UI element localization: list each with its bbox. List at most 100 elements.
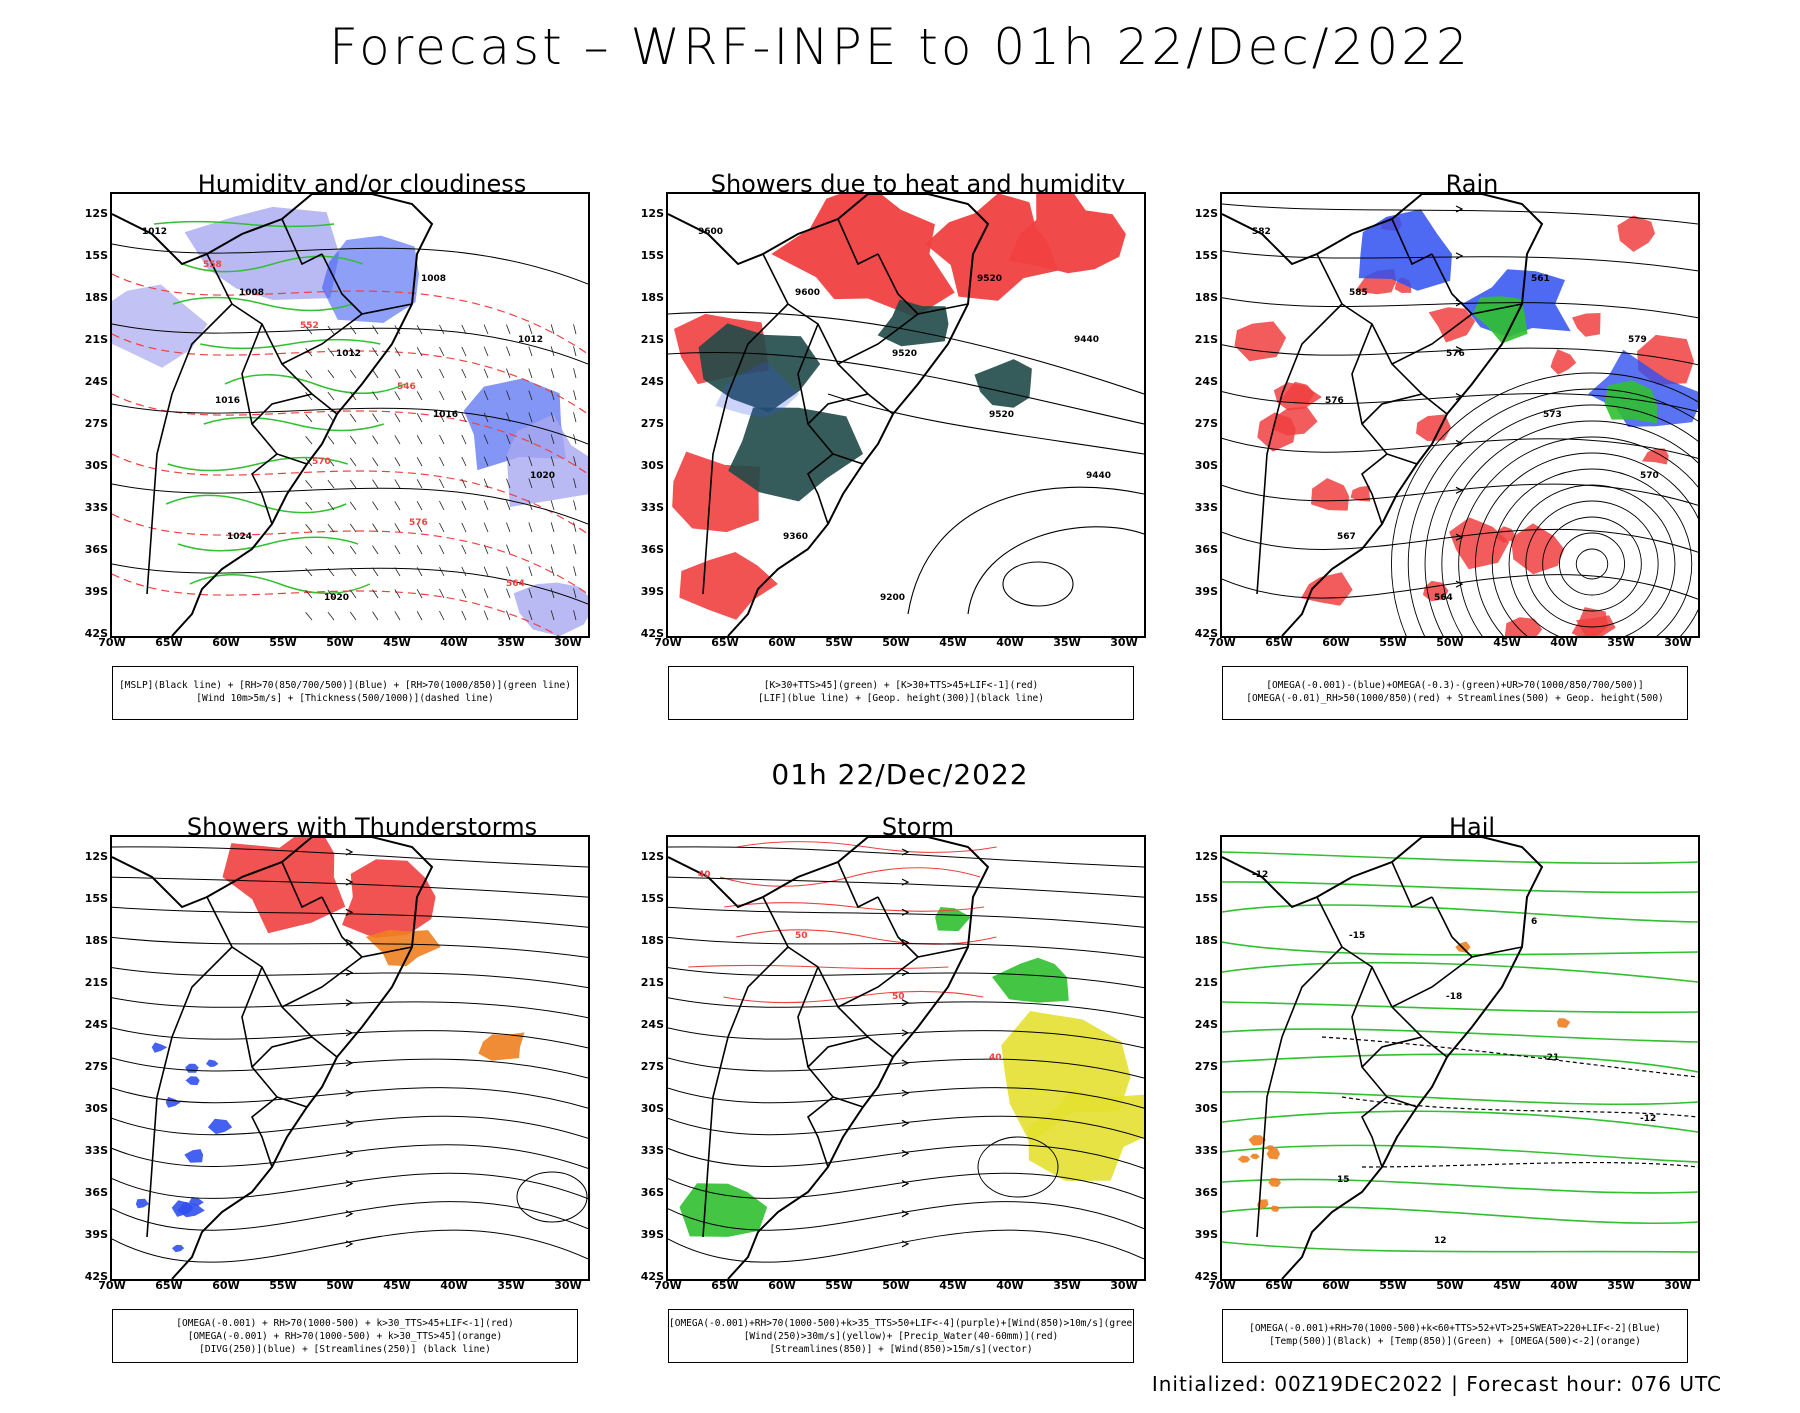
- weather-map: 1012 1008 1012 1016 1020 1024 1020 1008 1012 1016…: [110, 192, 590, 638]
- latitude-label: 24S: [84, 375, 108, 388]
- wind-vector: [372, 369, 379, 379]
- country-border: [1256, 946, 1343, 1238]
- streamline-arrow: [901, 999, 910, 1007]
- latitude-label: 36S: [1194, 543, 1218, 556]
- longitude-label: 70W: [1208, 1279, 1236, 1292]
- country-border: [1391, 303, 1523, 365]
- streamline-arrow: [345, 999, 354, 1007]
- streamline-arrow: [345, 1089, 354, 1097]
- contour-label: 576: [409, 518, 428, 528]
- streamline-arrow: [1455, 486, 1464, 494]
- wind-vector: [528, 588, 533, 599]
- country-border: [877, 253, 919, 315]
- wind-vector: [349, 611, 357, 621]
- rh-blue-area: [321, 235, 419, 323]
- wind-vector: [439, 478, 445, 489]
- streamline: [668, 846, 1144, 868]
- longitude-label: 55W: [269, 1279, 297, 1292]
- latitude-label: 36S: [84, 543, 108, 556]
- streamline-circle: [1475, 452, 1698, 636]
- contour-label: -15: [1349, 931, 1365, 941]
- temp850-green-contour: [1222, 1110, 1698, 1133]
- streamline: [112, 997, 588, 1019]
- panel-legend: [K>30+TTS>45](green) + [K>30+TTS>45+LIF<…: [668, 666, 1134, 720]
- latitude-label: 33S: [1194, 501, 1218, 514]
- weather-map: 40 50 50 40: [666, 835, 1146, 1281]
- geopotential-contour: [907, 486, 1144, 615]
- temp500-contour: [1321, 1036, 1698, 1078]
- wind-vector: [550, 544, 555, 555]
- contour-label: 1020: [324, 593, 349, 603]
- wind-vector: [439, 412, 445, 423]
- weather-map: [110, 835, 590, 1281]
- wind-vector: [349, 523, 357, 533]
- wind-vector: [483, 478, 489, 489]
- contour-label: 12: [1434, 1236, 1447, 1246]
- streamline-circle: [1407, 388, 1698, 636]
- contour-label: 50: [795, 931, 808, 941]
- latitude-label: 12S: [84, 207, 108, 220]
- wind-vector: [550, 522, 555, 533]
- wind-vector: [550, 324, 555, 335]
- longitude-label: 55W: [825, 1279, 853, 1292]
- streamline: [112, 1057, 588, 1079]
- wind-vector: [506, 588, 511, 599]
- streamline: [668, 1201, 1144, 1231]
- jet-yellow-area: [1028, 1088, 1144, 1181]
- instability-red-area: [925, 194, 1058, 301]
- longitude-label: 60W: [1322, 636, 1350, 649]
- latitude-label: 42S: [84, 627, 108, 640]
- temp850-green-contour: [1222, 904, 1698, 923]
- coastline: [112, 194, 434, 636]
- wind-vector: [372, 457, 379, 467]
- wind-vector: [372, 567, 379, 577]
- country-border: [241, 323, 308, 465]
- longitude-label: 70W: [654, 636, 682, 649]
- wind-vector: [506, 368, 511, 379]
- streamline-arrow: [901, 1089, 910, 1097]
- contour-label: 582: [1252, 227, 1271, 237]
- latitude-label: 15S: [640, 249, 664, 262]
- wind-vector: [483, 346, 489, 357]
- country-border: [877, 896, 919, 958]
- wind-vector: [461, 544, 467, 555]
- streamline: [668, 1087, 1144, 1109]
- latitude-label: 36S: [640, 1186, 664, 1199]
- contour-label: 1020: [530, 471, 555, 481]
- map-panel: Showers due to heat and humidity 12S 15S 18…: [638, 170, 1198, 770]
- country-border: [837, 303, 969, 365]
- rh-green-contour: [177, 536, 359, 552]
- streamline-arrow: [901, 1119, 910, 1127]
- latitude-label: 42S: [84, 1270, 108, 1283]
- mslp-contour: [112, 323, 588, 365]
- legend-line: [OMEGA(-0.001)-(blue)+OMEGA(-0.3)-(green…: [1266, 680, 1644, 691]
- country-border: [1316, 896, 1448, 1058]
- country-border: [146, 303, 233, 595]
- wind-vector: [394, 413, 401, 423]
- latitude-label: 21S: [1194, 976, 1218, 989]
- omega-red-area: [1280, 381, 1315, 403]
- longitude-label: 70W: [1208, 636, 1236, 649]
- longitude-label: 45W: [383, 636, 411, 649]
- contour-label: 552: [300, 321, 319, 331]
- omega-red-area: [1572, 313, 1601, 337]
- temp850-green-contour: [1222, 1001, 1698, 1014]
- wind-vector: [573, 566, 577, 577]
- latitude-label: 21S: [640, 976, 664, 989]
- omega-red-area: [1550, 349, 1577, 375]
- contour-label: 558: [203, 260, 222, 270]
- map-canvas: 40 50 50 40: [668, 837, 1144, 1279]
- latitude-label: 39S: [84, 1228, 108, 1241]
- latitude-label: 12S: [1194, 207, 1218, 220]
- wind-vector: [372, 479, 379, 489]
- precip-water-contour: [736, 929, 997, 945]
- thickness-dashed-line: [112, 273, 588, 355]
- divergence-blue-area: [184, 1149, 204, 1163]
- country-border: [281, 946, 413, 1008]
- omega-red-area: [1234, 321, 1287, 362]
- streamline-circle: [516, 1171, 588, 1223]
- longitude-label: 40W: [996, 636, 1024, 649]
- longitude-label: 70W: [98, 636, 126, 649]
- wind-vector: [394, 589, 401, 599]
- wind-vector: [327, 545, 335, 555]
